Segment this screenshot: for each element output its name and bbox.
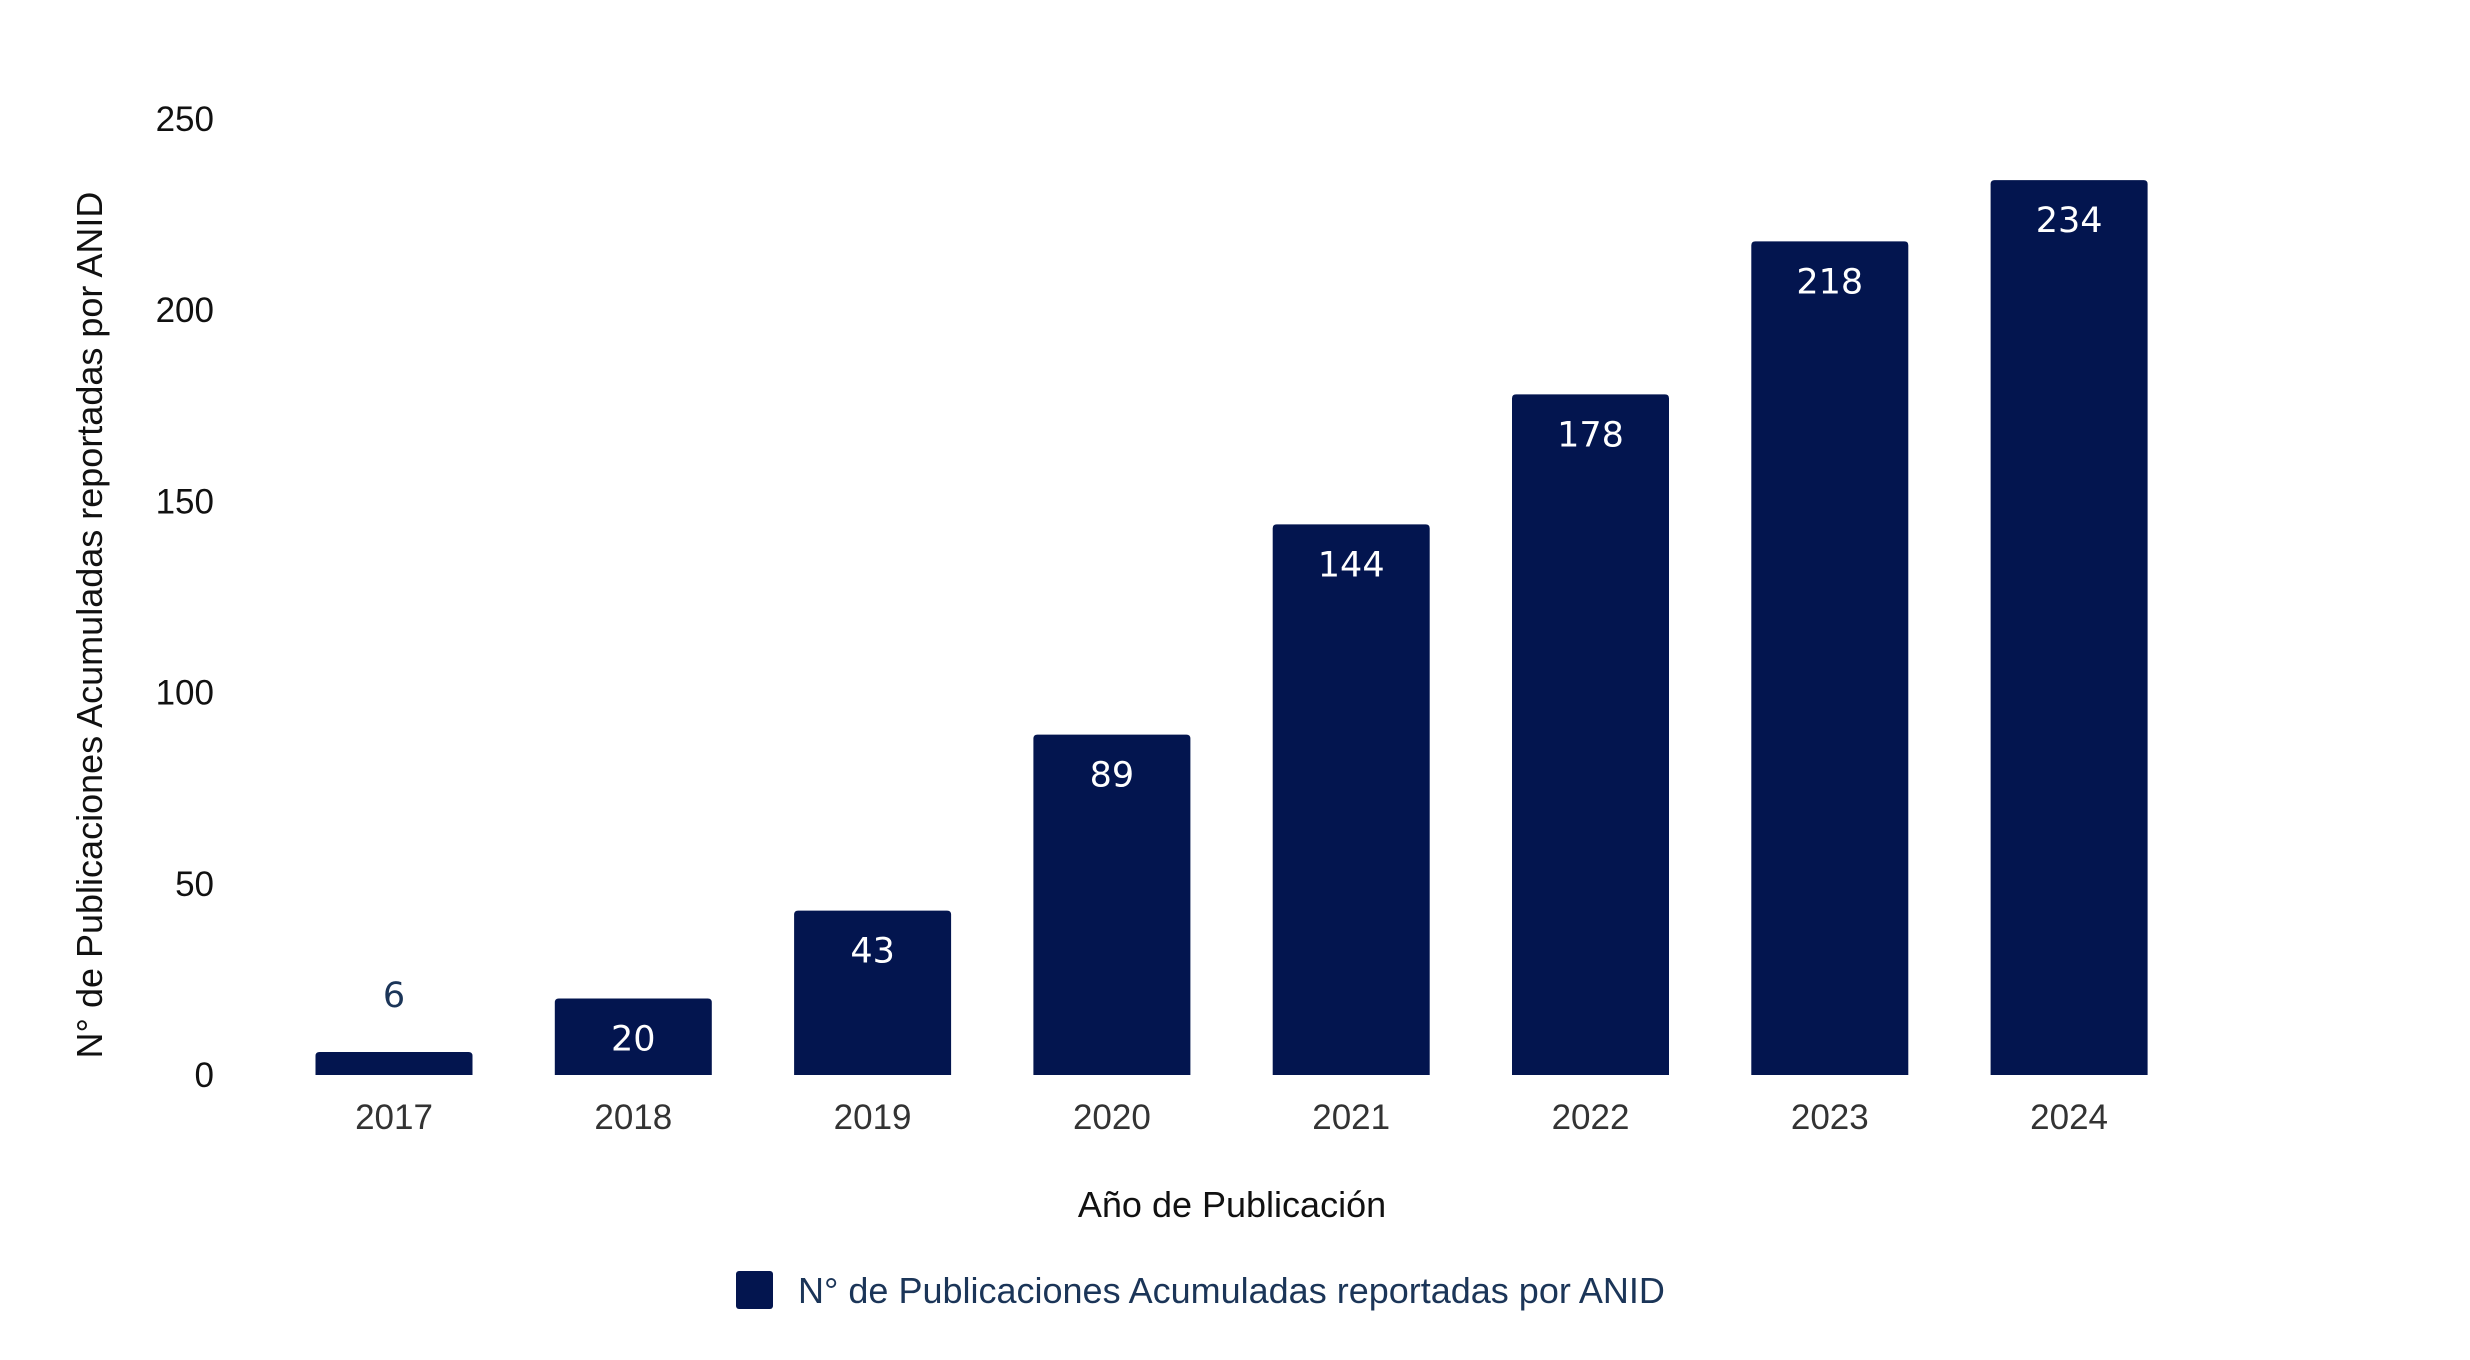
bar-2023 xyxy=(1751,241,1909,1076)
y-axis-ticks: 0 50 100 150 200 250 xyxy=(156,100,214,1095)
x-tick-label: 2017 xyxy=(355,1098,433,1137)
x-tick-label: 2019 xyxy=(834,1098,912,1137)
y-tick-label: 100 xyxy=(156,674,214,713)
y-tick-label: 0 xyxy=(195,1056,214,1095)
bar-2017 xyxy=(315,1052,473,1075)
bar-2019 xyxy=(794,910,952,1075)
data-label-2019: 43 xyxy=(850,932,895,972)
data-label-2024: 234 xyxy=(2036,201,2103,241)
legend-swatch xyxy=(736,1271,773,1309)
x-axis-ticks: 2017 2018 2019 2020 2021 2022 2023 2024 xyxy=(355,1098,2108,1137)
x-tick-label: 2018 xyxy=(594,1098,672,1137)
data-label-2023: 218 xyxy=(1796,262,1863,302)
legend-label: N° de Publicaciones Acumuladas reportada… xyxy=(798,1270,1665,1311)
data-label-2018: 20 xyxy=(611,1020,656,1060)
bar-2024 xyxy=(1990,180,2148,1075)
y-tick-label: 200 xyxy=(156,291,214,330)
data-label-2022: 178 xyxy=(1557,415,1624,455)
y-axis-title: N° de Publicaciones Acumuladas reportada… xyxy=(69,192,110,1059)
bars: 6 20 43 89 144 178 218 234 xyxy=(315,180,2148,1076)
x-tick-label: 2024 xyxy=(2030,1098,2108,1137)
x-tick-label: 2021 xyxy=(1312,1098,1390,1137)
x-tick-label: 2020 xyxy=(1073,1098,1151,1137)
bar-2018 xyxy=(554,998,712,1075)
legend[interactable]: N° de Publicaciones Acumuladas reportada… xyxy=(736,1270,1665,1311)
data-label-2020: 89 xyxy=(1090,756,1135,796)
x-tick-label: 2022 xyxy=(1552,1098,1630,1137)
x-axis-title: Año de Publicación xyxy=(1078,1184,1386,1225)
y-tick-label: 150 xyxy=(156,482,214,521)
bar-2021 xyxy=(1272,524,1430,1075)
data-label-2017: 6 xyxy=(383,976,405,1016)
y-tick-label: 50 xyxy=(175,865,214,904)
bar-2022 xyxy=(1512,394,1669,1075)
y-tick-label: 250 xyxy=(156,100,214,139)
data-label-2021: 144 xyxy=(1318,545,1385,585)
x-tick-label: 2023 xyxy=(1791,1098,1869,1137)
bar-2020 xyxy=(1033,734,1191,1075)
